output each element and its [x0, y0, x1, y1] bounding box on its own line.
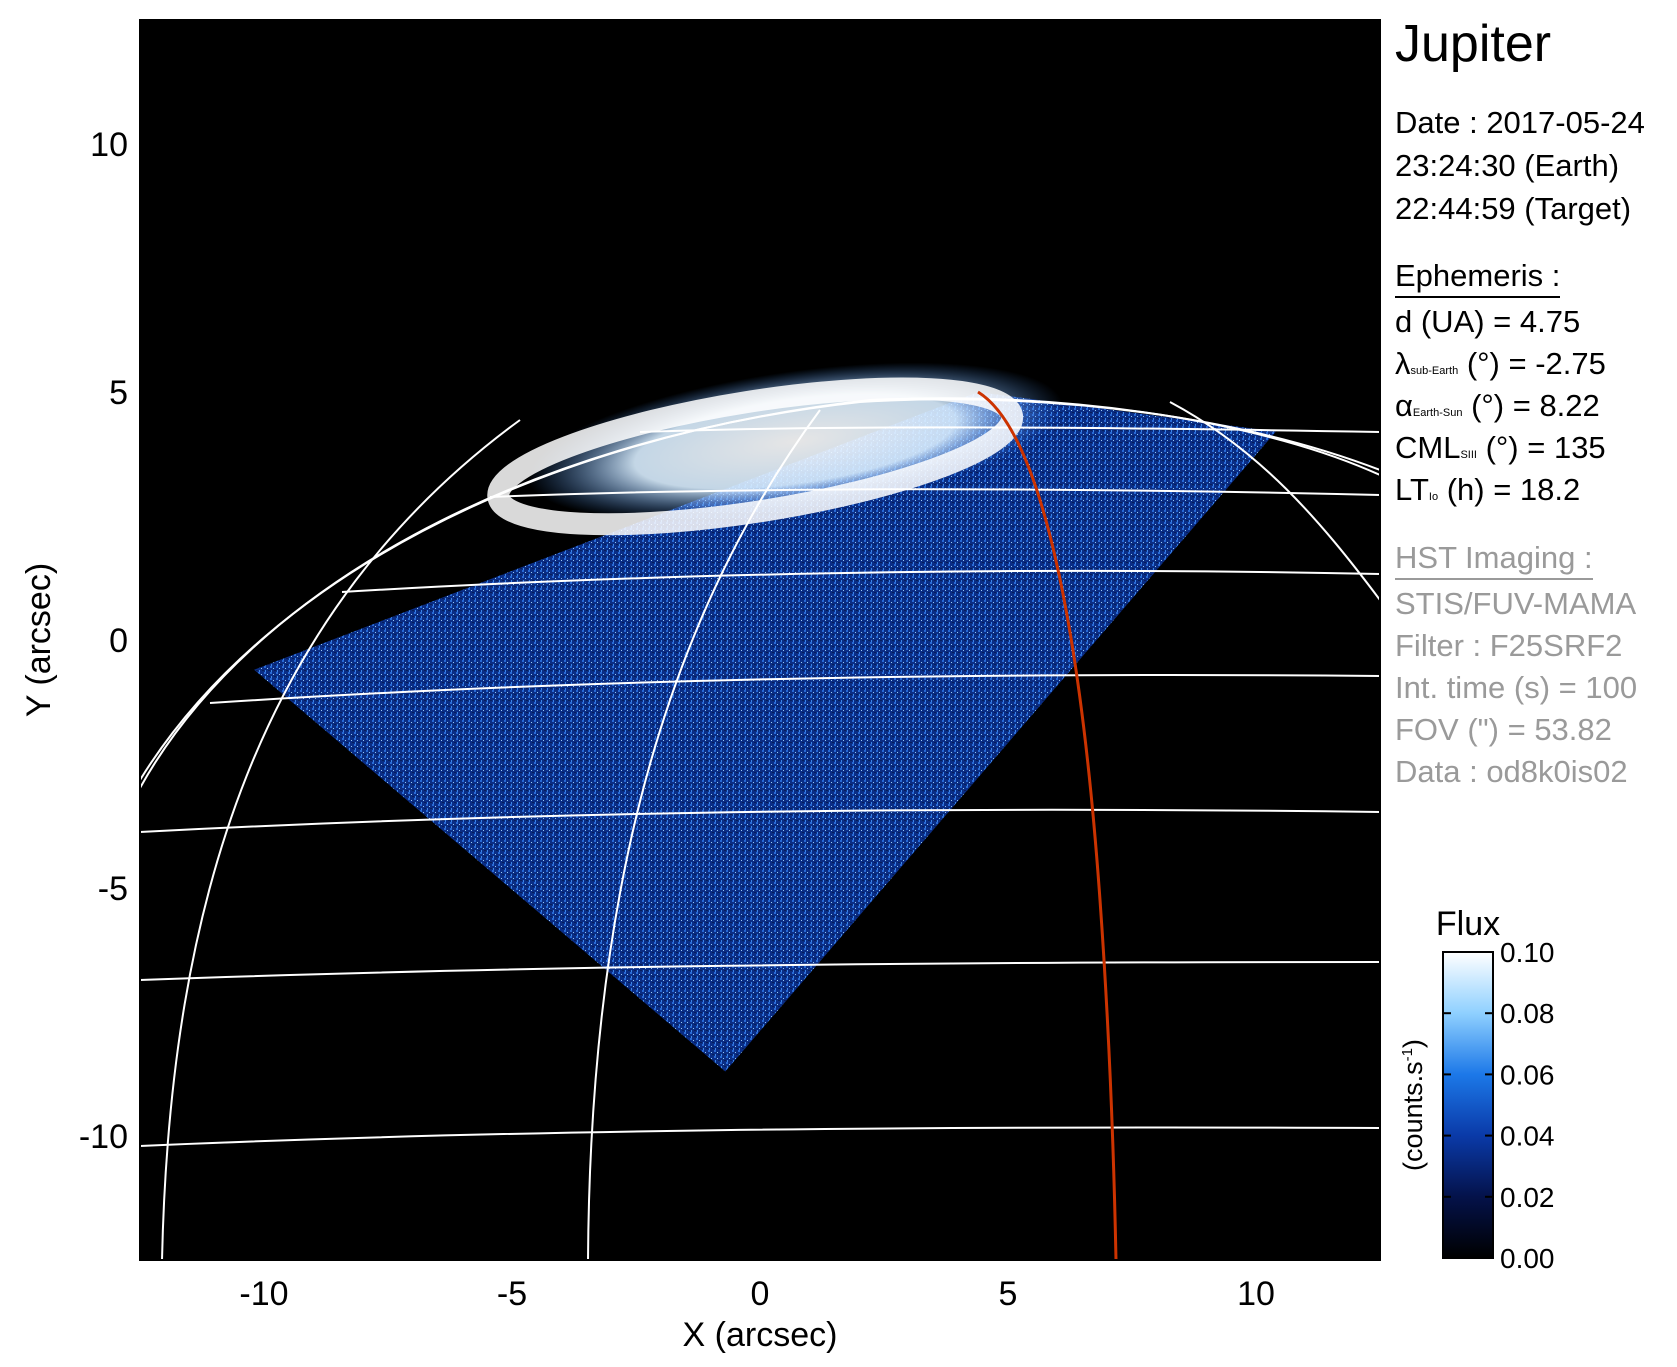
phase-angle: αEarth-Sun (°) = 8.22: [1395, 388, 1600, 424]
colorbar-tick-label: 0.06: [1500, 1059, 1555, 1090]
alpha-subscript: Earth-Sun: [1412, 407, 1463, 419]
distance-line: d (UA) = 4.75: [1395, 304, 1581, 339]
hst-header-text: HST Imaging :: [1395, 540, 1593, 580]
latitude-line: [209, 674, 1380, 704]
hst-header: HST Imaging :: [1395, 540, 1593, 580]
fov-line: FOV (") = 53.82: [1395, 712, 1612, 747]
lambda-symbol: λ: [1395, 346, 1411, 381]
colorbar-tick-label: 0.08: [1500, 998, 1555, 1029]
ephemeris-header-text: Ephemeris :: [1395, 258, 1561, 298]
latitude-line: [140, 808, 1380, 833]
colorbar-tick-label: 0.10: [1500, 937, 1555, 968]
target-name: Jupiter: [1395, 15, 1552, 73]
lt-label: LT: [1395, 472, 1429, 507]
longitude-line: [1169, 401, 1380, 601]
colorbar-tick-label: 0.00: [1500, 1243, 1555, 1274]
longitude-line: [587, 409, 821, 1260]
alpha-value: (°) = 8.22: [1462, 388, 1600, 423]
x-tick-label: 10: [1237, 1275, 1275, 1313]
cml-label: CML: [1395, 430, 1461, 465]
lambda-subscript: sub-Earth: [1410, 365, 1459, 377]
longitude-line: [161, 419, 521, 1260]
int-time-line: Int. time (s) = 100: [1395, 670, 1638, 705]
lt-value: (h) = 18.2: [1438, 472, 1581, 507]
colorbar-gradient: [1442, 951, 1494, 1259]
cml-line: CMLSIII (°) = 135: [1395, 430, 1606, 466]
detector-footprint: [254, 392, 1276, 1072]
instrument-line: STIS/FUV-MAMA: [1395, 586, 1637, 621]
filter-line: Filter : F25SRF2: [1395, 628, 1623, 663]
lt-subscript: Io: [1428, 491, 1439, 503]
planet-grid: [140, 397, 1380, 1260]
colorbar-tick-label: 0.02: [1500, 1182, 1555, 1213]
colorbar-tick-label: 0.04: [1500, 1121, 1555, 1152]
y-tick-label: -5: [98, 870, 128, 908]
y-tick-label: -10: [79, 1118, 128, 1156]
latitude-line: [140, 1126, 1380, 1147]
ephemeris-header: Ephemeris :: [1395, 258, 1561, 298]
lambda-value: (°) = -2.75: [1458, 346, 1606, 381]
latitude-line: [489, 488, 1380, 498]
colorbar-title: Flux: [1436, 905, 1500, 943]
cml-value: (°) = 135: [1476, 430, 1606, 465]
alpha-symbol: α: [1395, 388, 1413, 423]
target-time: 22:44:59 (Target): [1395, 191, 1632, 226]
y-tick-label: 0: [109, 622, 128, 660]
x-axis-label: X (arcsec): [683, 1316, 838, 1354]
y-axis-label: Y (arcsec): [20, 563, 58, 717]
earth-time: 23:24:30 (Earth): [1395, 148, 1620, 183]
y-axis: 10 5 0 -5 -10: [79, 126, 1380, 1156]
x-tick-label: 0: [751, 1275, 770, 1313]
y-tick-label: 5: [109, 374, 128, 412]
sub-earth-latitude: λsub-Earth (°) = -2.75: [1395, 346, 1606, 382]
colorbar-ticks: 0.10 0.08 0.06 0.04 0.02 0.00: [1443, 937, 1555, 1274]
colorbar-label: (counts.s-1): [1398, 1039, 1428, 1171]
y-tick-label: 10: [90, 126, 128, 164]
date-line: Date : 2017-05-24: [1395, 105, 1645, 140]
x-tick-label: -5: [497, 1275, 527, 1313]
latitude-line: [341, 569, 1380, 593]
io-footprint-meridian: [977, 390, 1118, 1260]
latitude-line: [639, 426, 1380, 433]
x-tick-label: 5: [999, 1275, 1018, 1313]
lt-line: LTIo (h) = 18.2: [1395, 472, 1580, 508]
data-id-line: Data : od8k0is02: [1395, 754, 1628, 789]
x-tick-label: -10: [239, 1275, 288, 1313]
planet-limb: [140, 397, 1380, 781]
x-axis: -10 -5 0 5 10: [239, 20, 1275, 1313]
latitude-line: [140, 961, 1380, 981]
cml-subscript: SIII: [1460, 449, 1477, 461]
